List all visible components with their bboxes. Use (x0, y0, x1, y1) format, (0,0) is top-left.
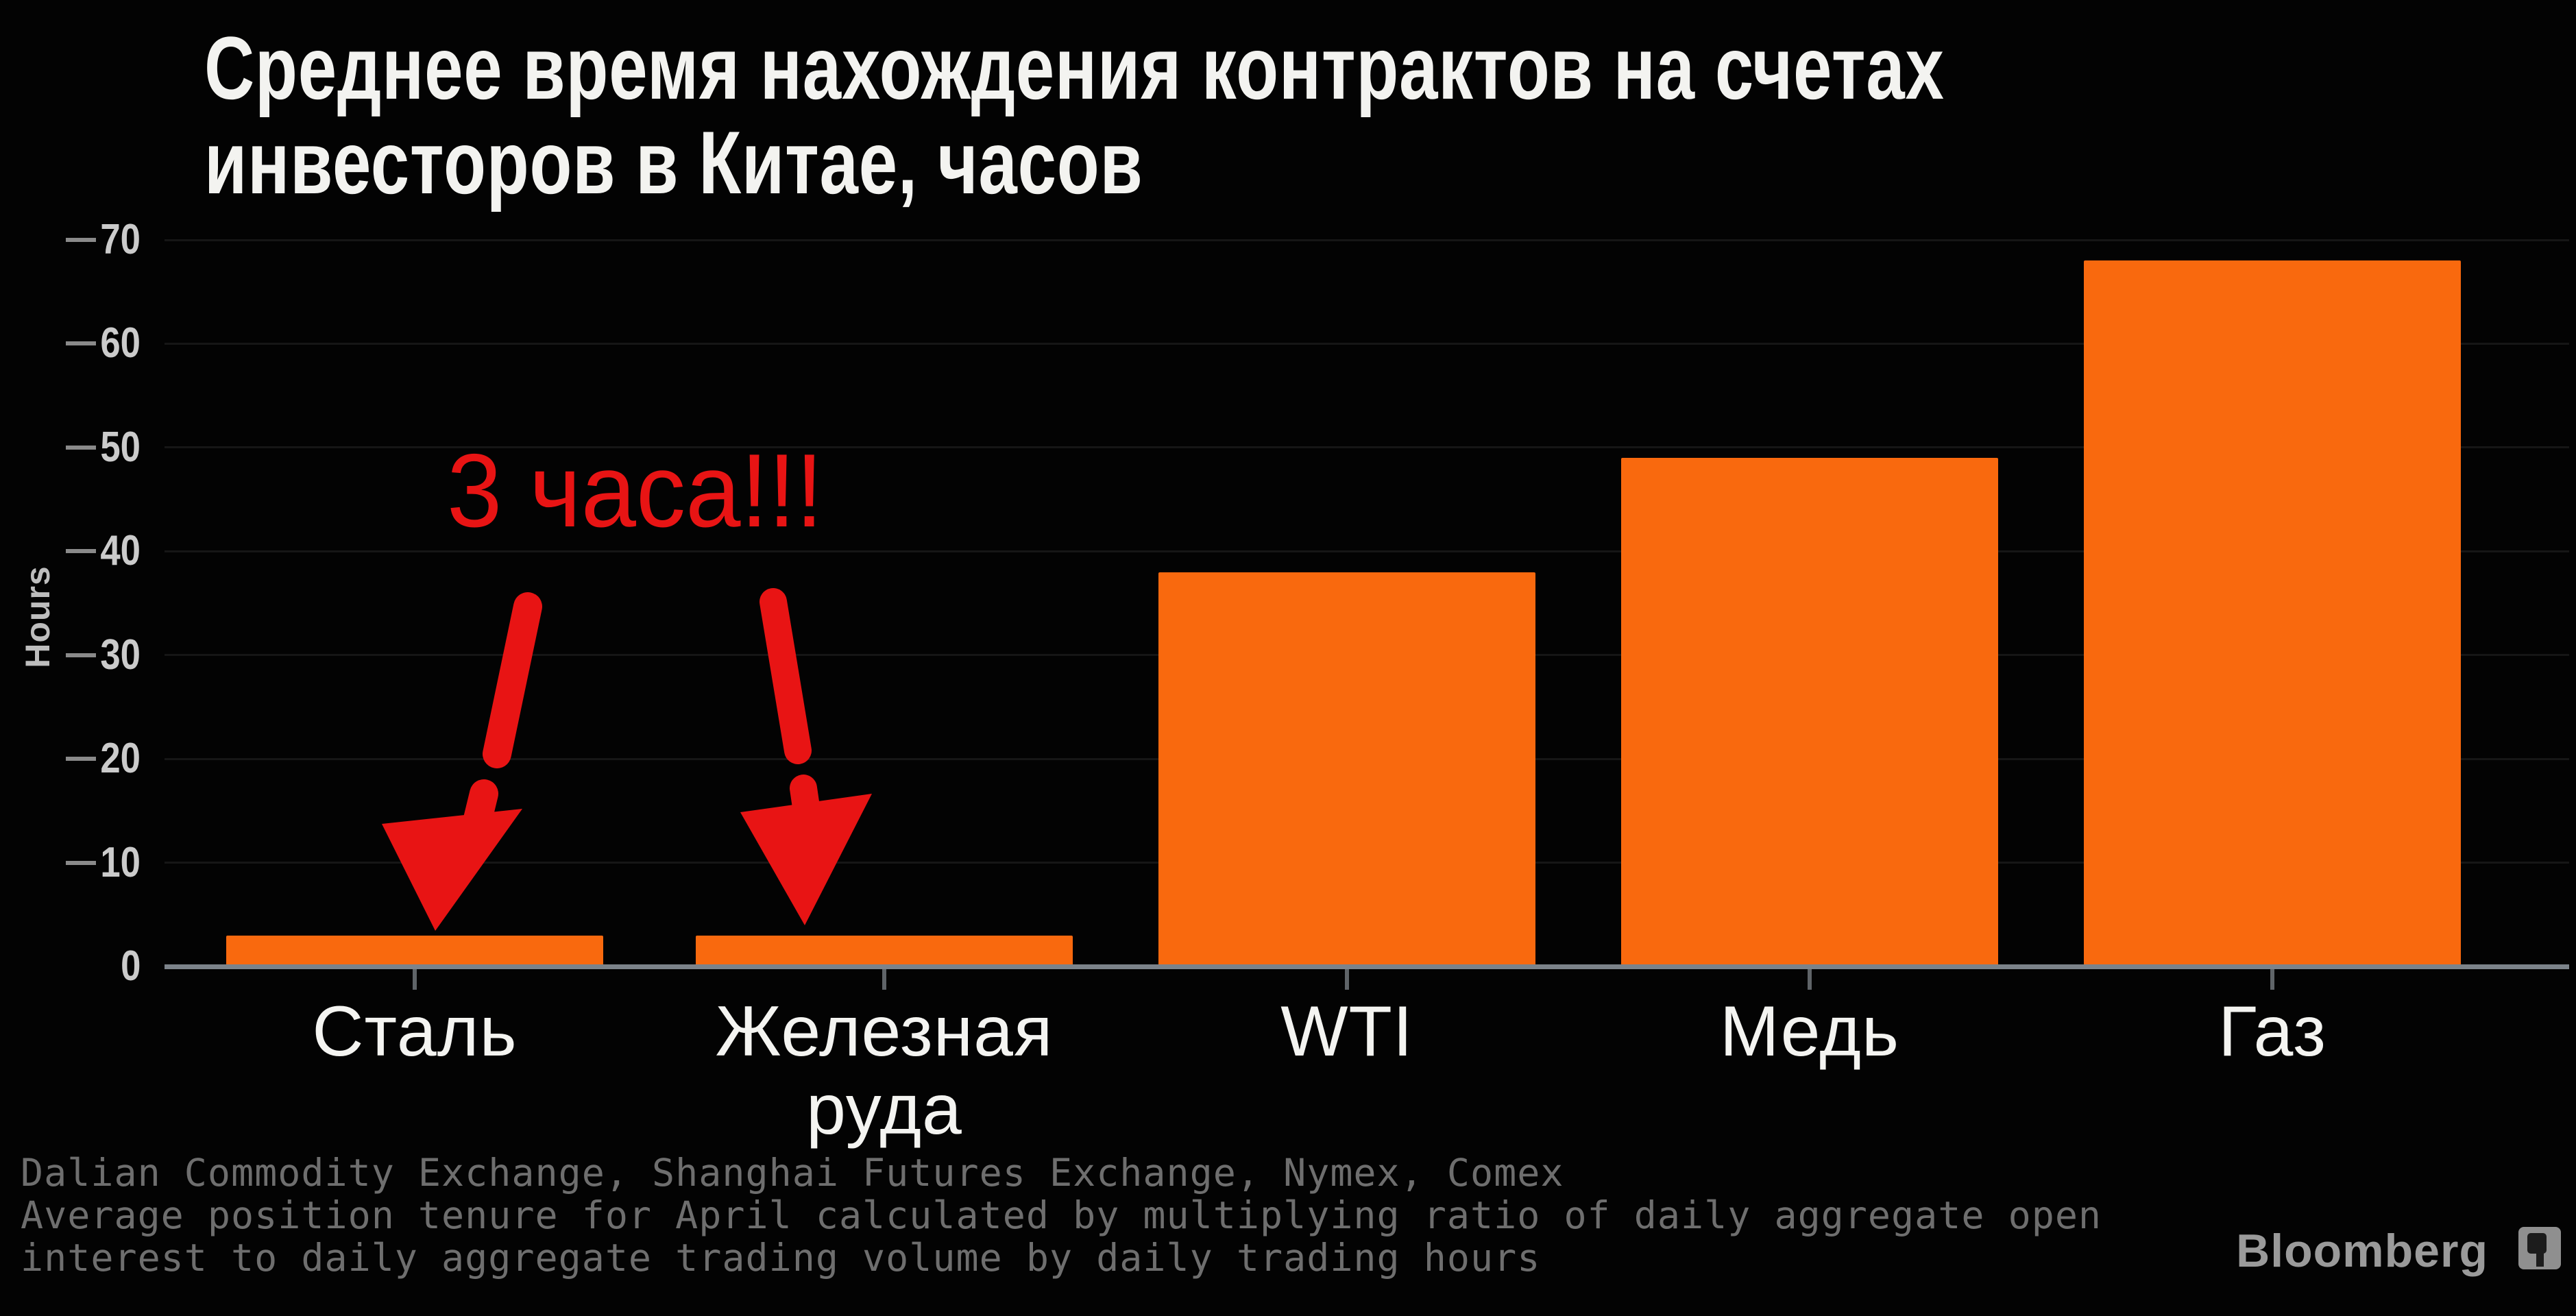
bar-wti (1158, 572, 1535, 966)
category-label: Сталь (312, 992, 518, 1071)
x-axis-line (165, 964, 2569, 969)
y-tick-mark (66, 341, 96, 346)
category-label: Медь (1719, 992, 1900, 1071)
bar-медь (1621, 458, 1998, 966)
x-tick-mark (413, 969, 417, 990)
chart-title-line1: Среднее время нахождения контрактов на с… (204, 18, 1945, 118)
y-tick-label: 70 (100, 216, 141, 263)
y-tick-mark (66, 860, 96, 865)
y-tick-mark (66, 653, 96, 657)
y-tick-label: 60 (100, 319, 141, 367)
gridline (165, 342, 2569, 345)
footer: Dalian Commodity Exchange, Shanghai Futu… (21, 1152, 2102, 1279)
x-tick-mark (1345, 969, 1349, 990)
y-axis-label: Hours (19, 565, 57, 668)
down-arrow-icon (740, 588, 872, 925)
y-tick-label: 50 (100, 423, 141, 471)
annotation-text: 3 часа!!! (447, 432, 823, 549)
gridline (165, 239, 2569, 241)
y-tick-label: 0 (120, 942, 141, 990)
x-tick-mark (1808, 969, 1812, 990)
y-tick-label: 10 (100, 838, 141, 886)
y-tick-mark (66, 238, 96, 242)
footnote-line2: interest to daily aggregate trading volu… (21, 1236, 1541, 1280)
footnote-line1: Average position tenure for April calcul… (21, 1193, 2102, 1237)
bar-газ (2084, 260, 2461, 966)
bloomberg-logo: Bloomberg (2236, 1225, 2488, 1277)
bloomberg-logo-icon (2518, 1227, 2561, 1269)
category-label: WTI (1280, 992, 1413, 1071)
gridline (165, 550, 2569, 552)
x-tick-mark (2270, 969, 2274, 990)
y-tick-label: 20 (100, 735, 141, 783)
chart-title-line2: инвесторов в Китае, часов (204, 112, 1143, 212)
chart-title: Среднее время нахождения контрактов на с… (204, 21, 2435, 210)
x-tick-mark (882, 969, 886, 990)
category-label: Железная руда (715, 992, 1054, 1149)
category-label: Газ (2218, 992, 2326, 1071)
y-tick-mark (66, 445, 96, 450)
source-text: Dalian Commodity Exchange, Shanghai Futu… (21, 1151, 1564, 1195)
y-tick-mark (66, 549, 96, 554)
bar-сталь (226, 935, 603, 966)
y-tick-label: 30 (100, 631, 141, 679)
y-tick-mark (66, 757, 96, 761)
gridline (165, 446, 2569, 449)
bar-железная-руда (696, 935, 1073, 966)
y-tick-label: 40 (100, 527, 141, 575)
